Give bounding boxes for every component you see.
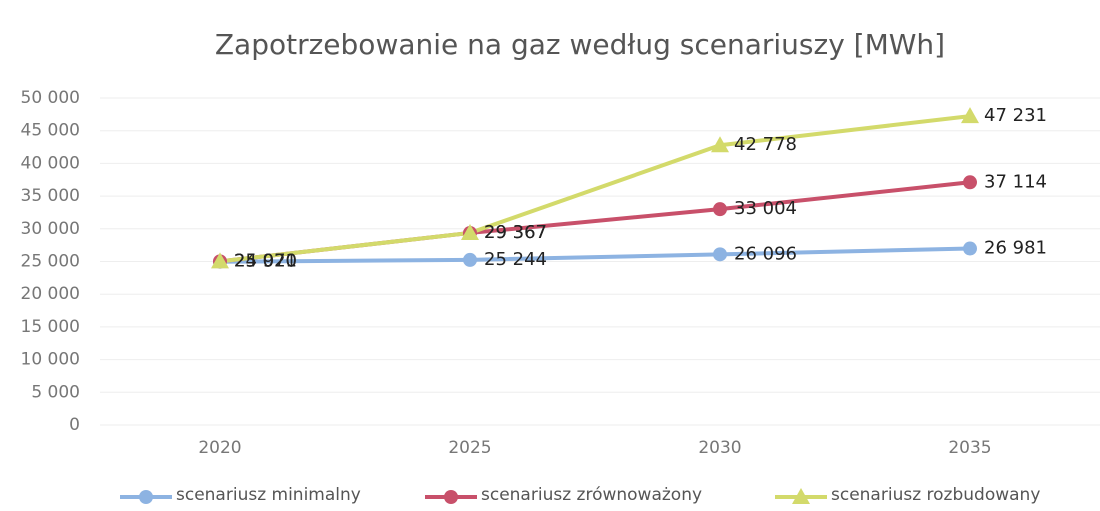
data-label: 26 096: [734, 243, 797, 264]
y-tick-label: 15 000: [21, 317, 80, 337]
legend-label: scenariusz rozbudowany: [831, 485, 1040, 505]
data-point: [963, 175, 977, 190]
data-point: [963, 241, 977, 256]
data-label: 29 367: [484, 222, 547, 243]
data-point: [713, 247, 727, 262]
legend-marker: [444, 490, 458, 504]
data-label: 25 020: [234, 250, 297, 271]
data-point: [463, 252, 477, 267]
data-label: 29 367: [484, 222, 547, 243]
y-tick-label: 20 000: [21, 284, 80, 304]
x-tick-label: 2020: [198, 438, 241, 458]
chart-title: Zapotrzebowanie na gaz według scenariusz…: [215, 28, 945, 61]
y-tick-label: 50 000: [21, 88, 80, 108]
data-label: 26 981: [984, 238, 1047, 259]
y-tick-label: 30 000: [21, 219, 80, 239]
y-tick-label: 35 000: [21, 186, 80, 206]
y-tick-label: 10 000: [21, 350, 80, 370]
data-label: 25 020: [234, 250, 297, 271]
series-line: [219, 114, 971, 264]
legend-label: scenariusz minimalny: [176, 485, 361, 505]
data-label: 42 778: [734, 134, 797, 155]
x-tick-label: 2025: [448, 438, 491, 458]
legend-label: scenariusz zrównoważony: [481, 485, 702, 505]
data-point: [961, 107, 979, 124]
data-point: [461, 223, 479, 240]
y-tick-label: 0: [69, 415, 80, 435]
y-tick-label: 45 000: [21, 121, 80, 141]
data-point: [711, 136, 729, 153]
data-label: 33 004: [734, 198, 797, 219]
y-tick-label: 40 000: [21, 153, 80, 173]
data-label: 24 971: [234, 251, 297, 272]
data-point: [211, 252, 229, 269]
y-tick-label: 5 000: [31, 382, 80, 402]
x-tick-label: 2030: [698, 438, 741, 458]
data-label: 25 244: [484, 249, 547, 270]
series-line: [219, 246, 971, 264]
data-point: [713, 202, 727, 217]
data-label: 47 231: [984, 105, 1047, 126]
data-label: 37 114: [984, 171, 1047, 192]
y-tick-label: 25 000: [21, 252, 80, 272]
x-tick-label: 2035: [948, 438, 991, 458]
legend-marker: [792, 488, 810, 504]
legend-marker: [139, 490, 153, 504]
